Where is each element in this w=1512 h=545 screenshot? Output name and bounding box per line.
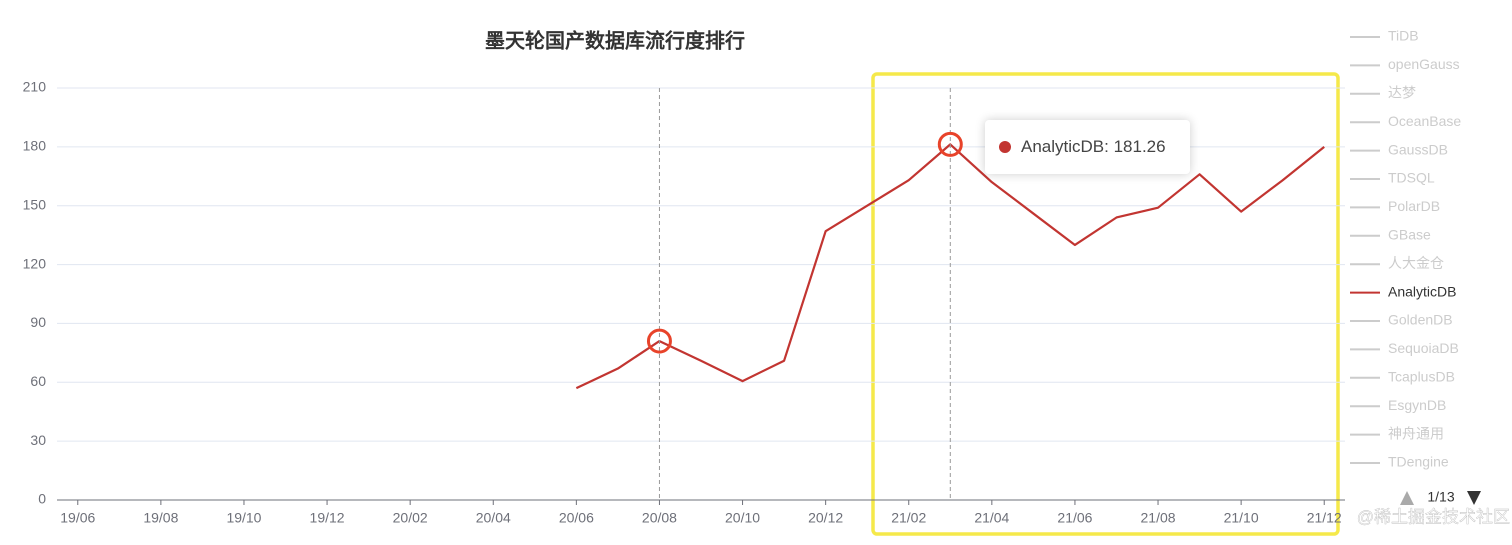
legend-label[interactable]: SequoiaDB: [1388, 340, 1459, 356]
x-tick-label: 20/08: [642, 510, 677, 526]
x-tick-label: 20/12: [808, 510, 843, 526]
x-tick-label: 19/10: [226, 510, 261, 526]
highlight-point: [646, 328, 672, 354]
y-tick-label: 0: [38, 491, 46, 507]
legend-label[interactable]: 人大金仓: [1388, 255, 1444, 271]
highlight-point: [937, 131, 963, 157]
legend-label[interactable]: PolarDB: [1388, 198, 1440, 214]
x-tick-label: 20/02: [393, 510, 428, 526]
legend-label[interactable]: OceanBase: [1388, 113, 1461, 129]
x-tick-label: 19/06: [60, 510, 95, 526]
y-tick-label: 210: [23, 79, 47, 95]
x-tick-label: 21/06: [1057, 510, 1092, 526]
y-tick-label: 30: [30, 432, 46, 448]
watermark: @稀土掘金技术社区: [1357, 507, 1510, 526]
legend-label[interactable]: TDSQL: [1388, 170, 1435, 186]
y-tick-label: 180: [23, 138, 47, 154]
legend-label[interactable]: 达梦: [1388, 85, 1416, 101]
y-tick-label: 120: [23, 255, 47, 271]
x-tick-label: 21/08: [1141, 510, 1176, 526]
tooltip: AnalyticDB: 181.26: [985, 120, 1190, 174]
y-tick-label: 150: [23, 196, 47, 212]
legend-label[interactable]: TcaplusDB: [1388, 369, 1455, 385]
legend-label[interactable]: GaussDB: [1388, 141, 1448, 157]
chart-title: 墨天轮国产数据库流行度排行: [485, 28, 745, 52]
legend-label[interactable]: GoldenDB: [1388, 312, 1453, 328]
y-tick-label: 60: [30, 373, 46, 389]
legend-label[interactable]: TDengine: [1388, 454, 1449, 470]
x-tick-label: 21/12: [1307, 510, 1342, 526]
legend-page-prev[interactable]: [1400, 491, 1414, 505]
tooltip-text: AnalyticDB: 181.26: [1021, 137, 1166, 156]
legend-label[interactable]: openGauss: [1388, 56, 1460, 72]
x-tick-label: 20/04: [476, 510, 511, 526]
tooltip-dot: [999, 141, 1011, 153]
highlight-box: [871, 72, 1340, 536]
legend-page: 1/13: [1427, 489, 1454, 505]
legend-label[interactable]: GBase: [1388, 227, 1431, 243]
legend-label[interactable]: 神舟通用: [1388, 425, 1444, 441]
x-tick-label: 19/12: [310, 510, 345, 526]
legend-label[interactable]: AnalyticDB: [1388, 283, 1456, 299]
x-tick-label: 19/08: [143, 510, 178, 526]
legend-label[interactable]: EsgynDB: [1388, 397, 1446, 413]
y-tick-label: 90: [30, 314, 46, 330]
legend-page-next[interactable]: [1467, 491, 1481, 505]
x-tick-label: 21/10: [1224, 510, 1259, 526]
x-tick-label: 20/06: [559, 510, 594, 526]
x-tick-label: 21/04: [974, 510, 1009, 526]
x-tick-label: 20/10: [725, 510, 760, 526]
legend-label[interactable]: TiDB: [1388, 28, 1419, 44]
x-tick-label: 21/02: [891, 510, 926, 526]
